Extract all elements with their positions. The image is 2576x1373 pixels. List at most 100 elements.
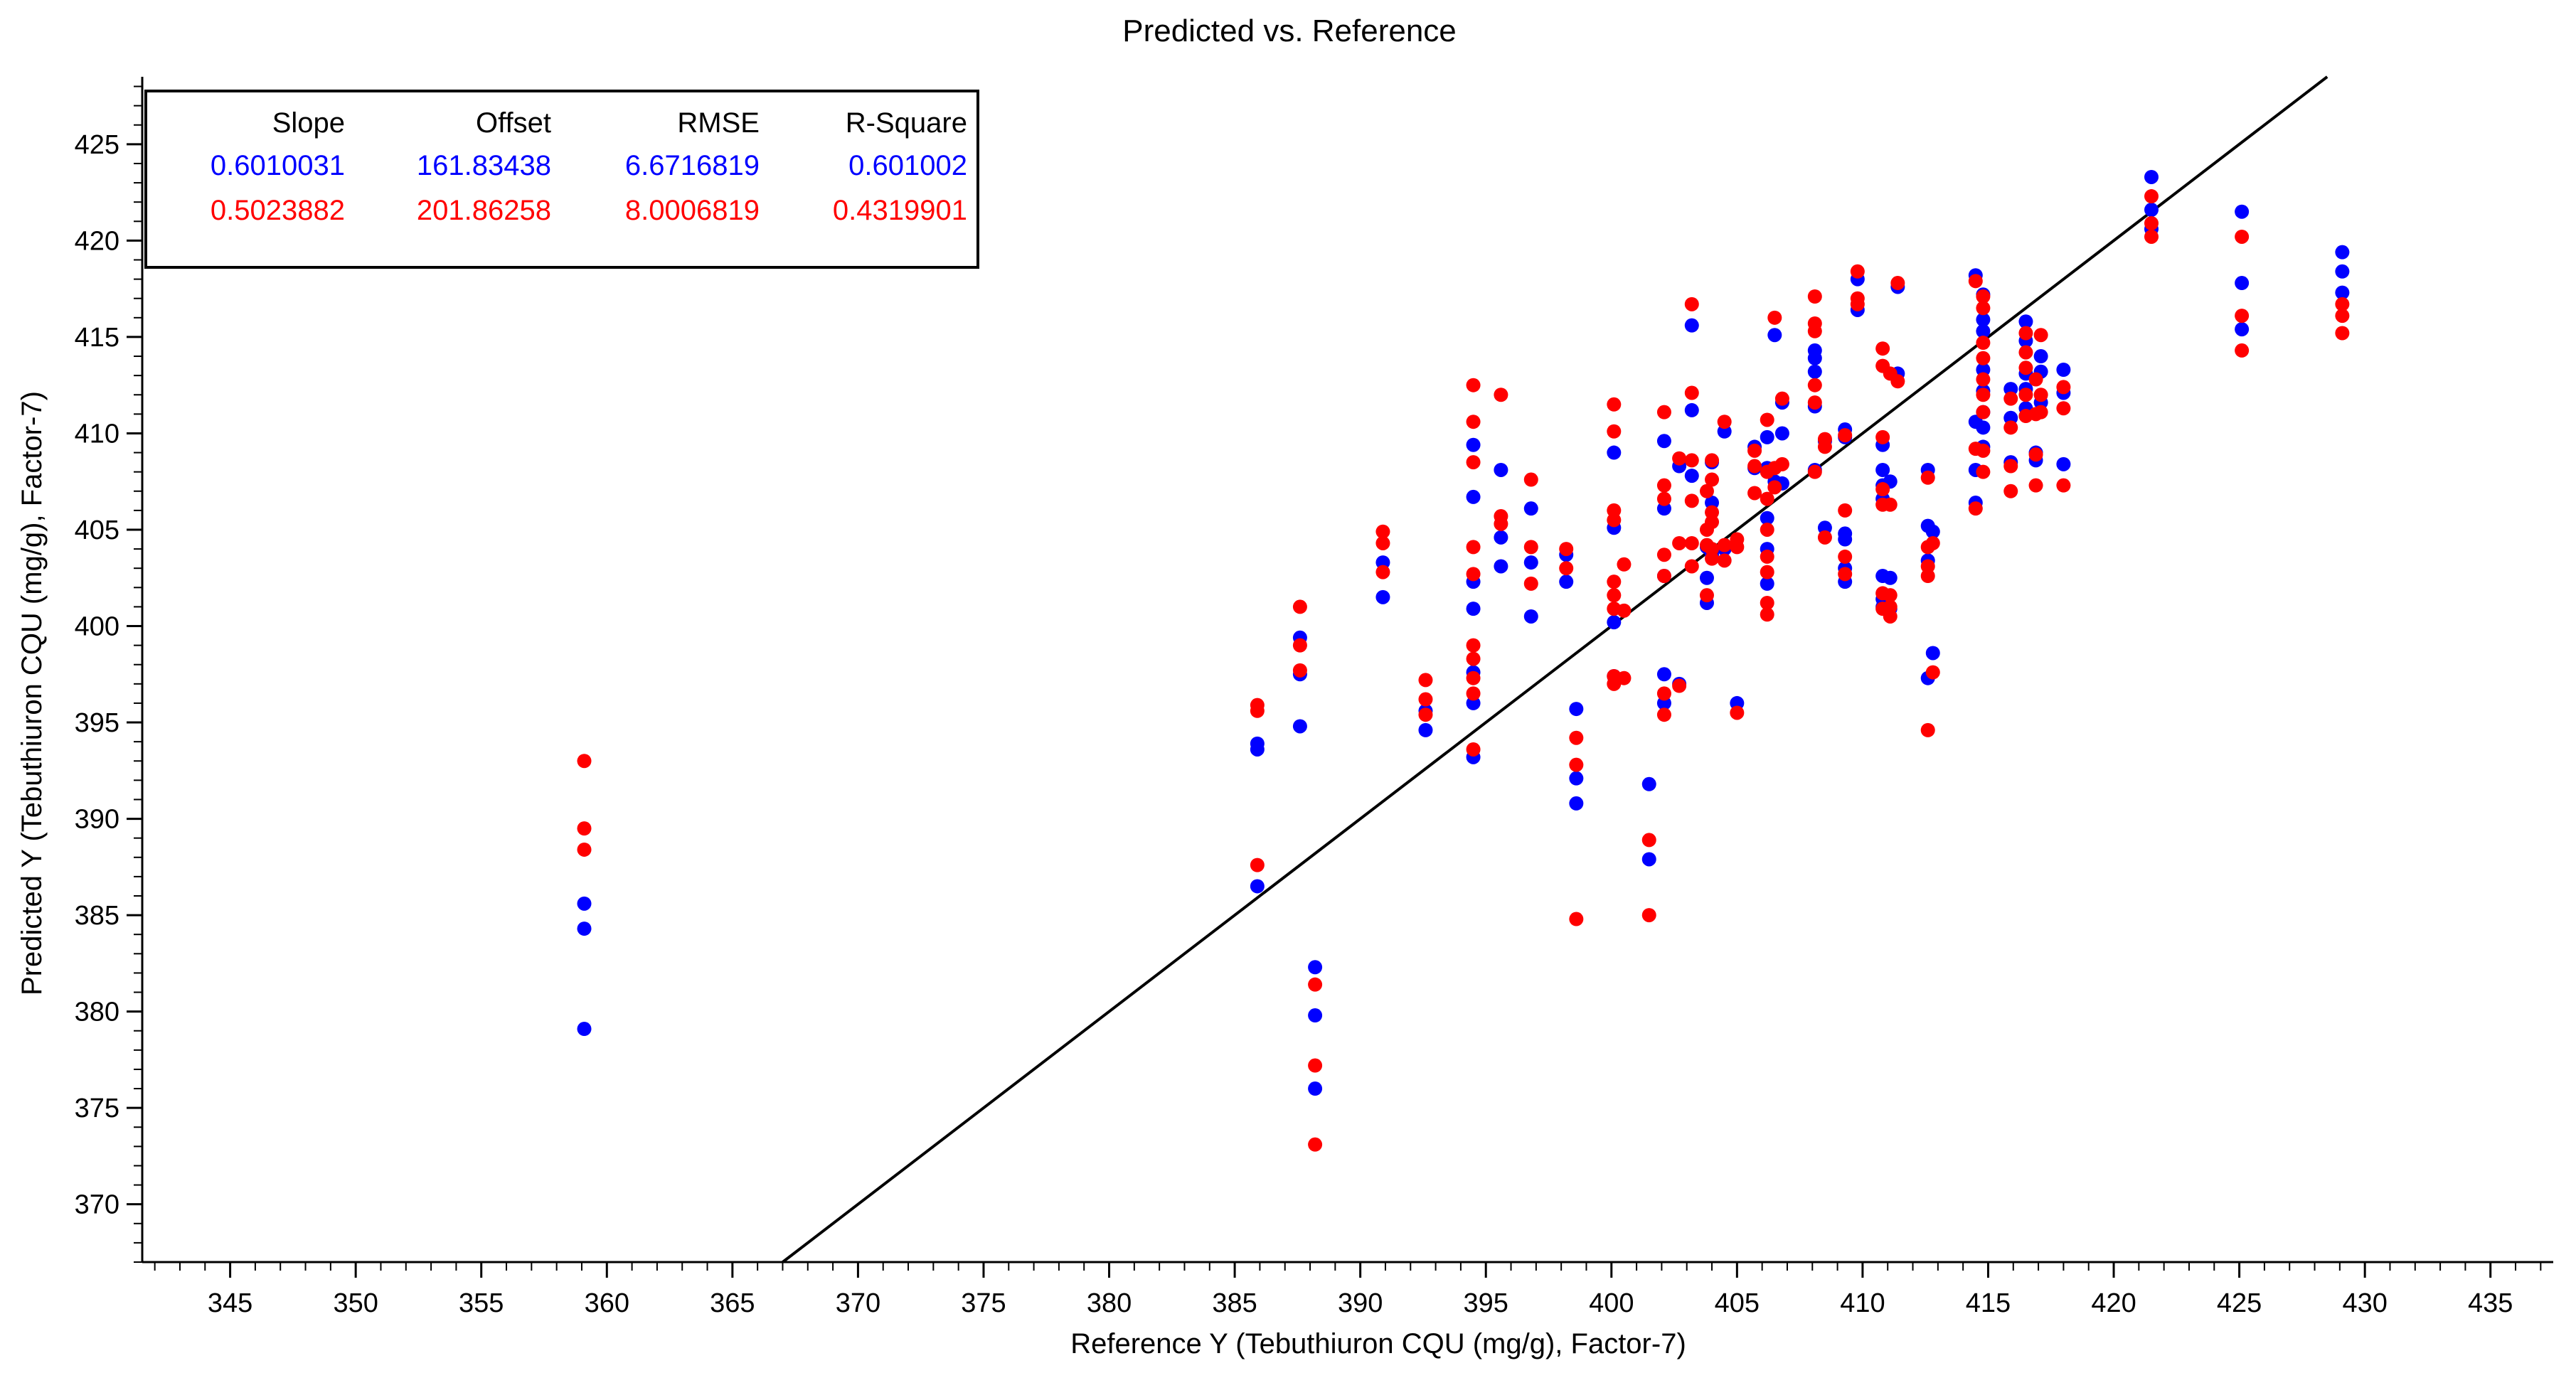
validation-point [1976, 351, 1991, 365]
x-tick-label: 395 [1464, 1288, 1508, 1318]
validation-point [2056, 380, 2071, 395]
calibration-point [1838, 532, 1853, 547]
calibration-point [1699, 570, 1714, 585]
validation-point [2144, 229, 2159, 244]
calibration-point [1494, 559, 1508, 574]
validation-point [1730, 705, 1745, 720]
validation-point [1760, 522, 1774, 537]
validation-point [1466, 567, 1481, 582]
validation-point [1850, 296, 1865, 311]
validation-point [1968, 274, 1983, 289]
validation-point [1767, 310, 1782, 325]
validation-point [1607, 424, 1622, 439]
validation-point [1684, 493, 1699, 508]
calibration-point [1684, 469, 1699, 484]
validation-point [1375, 565, 1390, 579]
stats-header: RMSE [677, 107, 760, 139]
y-tick-label: 390 [75, 805, 119, 835]
stats-value: 0.4319901 [833, 195, 967, 226]
validation-point [1607, 513, 1622, 528]
statistics-legend: Slope Offset RMSE R-Square 0.6010031 161.8343… [144, 90, 979, 269]
validation-point [1641, 833, 1656, 848]
calibration-point [577, 921, 592, 936]
validation-point [1466, 378, 1481, 392]
stats-box-frame [144, 90, 979, 269]
validation-point [2003, 391, 2018, 406]
validation-point [1976, 372, 1991, 387]
validation-point [1875, 429, 1890, 444]
stats-header: Slope [272, 107, 345, 139]
validation-point [1656, 686, 1671, 701]
validation-point [1730, 540, 1745, 555]
y-tick-label: 405 [75, 515, 119, 545]
calibration-point [1466, 602, 1481, 616]
validation-point [1466, 415, 1481, 429]
x-tick-label: 350 [333, 1288, 378, 1318]
calibration-point [1767, 328, 1782, 343]
calibration-point [1760, 429, 1774, 444]
validation-point [1875, 341, 1890, 356]
validation-point [2028, 372, 2043, 387]
validation-point [1466, 686, 1481, 701]
validation-point [2335, 326, 2350, 341]
validation-point [2018, 388, 2033, 402]
validation-point [1466, 651, 1481, 666]
validation-point [1920, 470, 1935, 485]
x-tick-label: 390 [1338, 1288, 1383, 1318]
validation-point [1684, 453, 1699, 468]
validation-point [1672, 678, 1687, 693]
calibration-point [1684, 402, 1699, 417]
validation-point [1774, 391, 1789, 406]
calibration-point [1308, 1081, 1323, 1096]
calibration-point [1494, 530, 1508, 545]
validation-point [1559, 542, 1574, 557]
validation-point [1760, 412, 1774, 427]
stats-value: 8.0006819 [625, 195, 760, 226]
validation-point [1817, 439, 1832, 454]
calibration-point [1607, 615, 1622, 630]
validation-point [2335, 309, 2350, 324]
stats-value: 0.601002 [848, 150, 967, 181]
validation-point [1292, 663, 1307, 678]
y-tick-label: 370 [75, 1190, 119, 1220]
validation-point [1684, 296, 1699, 311]
validation-point [2235, 229, 2250, 244]
validation-point [1569, 730, 1584, 745]
x-tick-label: 360 [585, 1288, 629, 1318]
calibration-point [1976, 312, 1991, 327]
validation-point [1250, 703, 1265, 718]
validation-point [1920, 722, 1935, 737]
validation-point [1656, 547, 1671, 562]
calibration-point [2033, 349, 2048, 364]
calibration-point [1976, 420, 1991, 435]
stats-value: 6.6716819 [625, 150, 760, 181]
calibration-point [1925, 646, 1940, 661]
x-tick-label: 425 [2217, 1288, 2262, 1318]
x-tick-label: 355 [459, 1288, 504, 1318]
validation-point [1418, 707, 1433, 722]
calibration-point [1925, 524, 1940, 539]
validation-point [1292, 599, 1307, 614]
x-tick-label: 420 [2091, 1288, 2136, 1318]
calibration-point [1308, 960, 1323, 975]
validation-point [1523, 472, 1538, 487]
validation-point [1375, 524, 1390, 539]
calibration-point [2335, 264, 2350, 279]
calibration-point [1883, 570, 1898, 585]
validation-point [2028, 478, 2043, 493]
x-tick-label: 380 [1087, 1288, 1132, 1318]
validation-point [1705, 472, 1720, 487]
validation-point [1494, 516, 1508, 531]
calibration-point [1641, 776, 1656, 791]
axes: 345 350 355 360 365 370 375 380 385 390 395 400 405 4… [75, 77, 2553, 1318]
validation-point [1817, 530, 1832, 545]
validation-point [2003, 484, 2018, 498]
calibration-point [1292, 719, 1307, 734]
calibration-point [577, 896, 592, 911]
calibration-point [1641, 852, 1656, 867]
validation-point [1684, 559, 1699, 574]
validation-point [1569, 912, 1584, 926]
y-tick-label: 410 [75, 419, 119, 449]
validation-point [2144, 216, 2159, 231]
